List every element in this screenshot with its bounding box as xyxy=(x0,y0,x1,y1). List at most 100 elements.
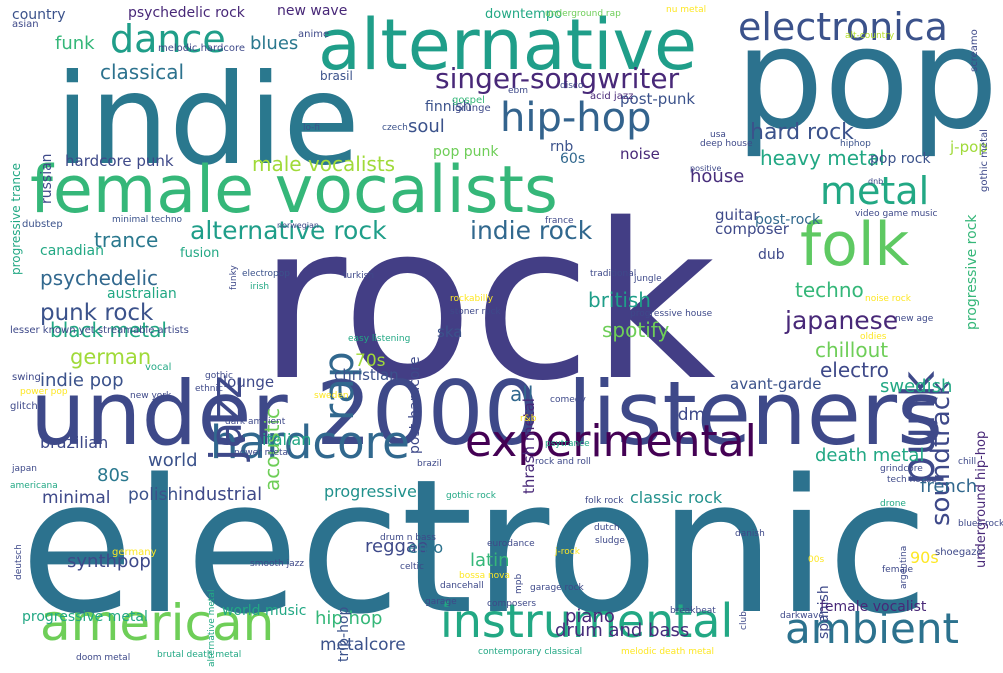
tag-word: alternative rock xyxy=(190,216,387,245)
tag-word: anime xyxy=(298,29,330,40)
tag-word: drone xyxy=(880,499,906,509)
tag-word: acid jazz xyxy=(590,91,634,102)
tag-word: minimal xyxy=(42,488,111,508)
tag-word: dance xyxy=(110,17,226,61)
tag-word: garage xyxy=(425,597,457,607)
tag-word: sludge xyxy=(595,536,625,546)
tag-word: pop xyxy=(735,0,999,161)
tag-word: rockabilly xyxy=(450,294,494,304)
tag-word: hard rock xyxy=(750,120,854,145)
tag-word: punk rock xyxy=(40,300,154,326)
tag-word: deep house xyxy=(700,139,753,149)
tag-word: folk xyxy=(800,210,910,280)
tag-word: russian xyxy=(39,153,55,204)
tag-word: dancehall xyxy=(440,581,484,591)
tag-word: under 2000 listeners xyxy=(30,362,943,465)
tag-word: death metal xyxy=(815,445,925,466)
tag-word: brasil xyxy=(320,69,353,83)
tag-word: drum and bass xyxy=(555,620,690,641)
tag-word: new york xyxy=(130,391,172,401)
tag-word: dnb xyxy=(868,177,884,186)
tag-word: club xyxy=(739,611,749,630)
tag-word: czech xyxy=(382,123,408,133)
tag-word: post-hardcore xyxy=(407,356,423,454)
tag-word: alt-country xyxy=(845,31,895,41)
tag-word: experimental xyxy=(465,416,757,467)
tag-word: oldies xyxy=(860,332,887,342)
tag-word: funky xyxy=(229,265,239,290)
tag-word: deutsch xyxy=(14,544,24,580)
tag-word: 00s xyxy=(808,555,825,565)
tag-word: progressive house xyxy=(630,309,713,319)
tag-word: soundtrack xyxy=(926,380,956,526)
tag-word: piano xyxy=(565,606,615,627)
tag-word: all xyxy=(510,382,534,406)
tag-word: garage rock xyxy=(530,583,584,593)
tag-word: trance xyxy=(94,228,159,252)
tag-word: psychedelic xyxy=(40,266,159,290)
tag-word: usa xyxy=(710,130,726,140)
tag-word: rock and roll xyxy=(535,457,591,467)
tag-word: breakbeat xyxy=(670,606,716,616)
tag-word: alternative xyxy=(318,4,698,86)
tag-word: positive xyxy=(690,164,722,173)
tag-word: trip-hop xyxy=(336,606,352,662)
tag-word: traditional xyxy=(590,269,637,279)
tag-word: france xyxy=(545,216,574,226)
tag-word: dutch xyxy=(594,523,620,533)
tag-word: brazilian xyxy=(40,433,109,452)
tag-word: finnish xyxy=(425,99,472,115)
tag-word: funk xyxy=(55,33,95,54)
tag-word: female vocalists xyxy=(30,153,558,228)
tag-word: noise rock xyxy=(865,294,911,304)
tag-word: progressive xyxy=(324,482,417,501)
tag-word: underground rap xyxy=(545,9,621,19)
tag-word: video game music xyxy=(855,209,938,219)
tag-word: composer xyxy=(715,220,789,238)
tag-word: world music xyxy=(222,603,307,619)
tag-word: rock xyxy=(258,177,716,428)
tag-word: irish xyxy=(250,282,270,292)
tag-word: japan xyxy=(12,464,37,474)
tag-word: dub xyxy=(758,247,785,263)
tag-word: glitch xyxy=(10,401,38,412)
tag-word: contemporary classical xyxy=(478,647,583,657)
tag-word: hardcore xyxy=(210,416,410,469)
tag-word: lesser known yet streamable artists xyxy=(10,325,189,336)
tag-word: latin xyxy=(470,550,510,571)
tag-word: americana xyxy=(10,481,58,491)
tag-word: world xyxy=(148,450,198,471)
tag-word: germany xyxy=(112,547,157,558)
tag-word: techno xyxy=(795,278,864,302)
tag-word: grindcore xyxy=(880,464,923,474)
tag-word: brazil xyxy=(417,459,442,469)
tag-word: ebm xyxy=(508,86,529,96)
tag-word: downtempo xyxy=(485,7,563,22)
tag-word: doom metal xyxy=(76,653,131,663)
tag-word: mpb xyxy=(514,573,524,594)
tag-word: progressive rock xyxy=(964,214,980,331)
tag-word: indie xyxy=(55,48,360,193)
tag-word: tech house xyxy=(887,475,937,485)
tag-word: classical xyxy=(100,60,185,84)
tag-word: swedish xyxy=(880,376,953,397)
tag-word: post-punk xyxy=(620,90,696,108)
tag-word: house xyxy=(690,166,745,187)
tag-word: pop rock xyxy=(870,151,931,167)
tag-word: melodic hardcore xyxy=(158,43,246,54)
tag-word: country xyxy=(12,7,66,23)
tag-word: brutal death metal xyxy=(157,650,242,660)
tag-word: electronic xyxy=(20,439,929,655)
tag-word: japanese xyxy=(785,306,899,335)
tag-word: metal xyxy=(820,169,930,213)
tag-word: pop punk xyxy=(433,144,499,160)
tag-word: eurodance xyxy=(487,539,535,549)
tag-word: noise xyxy=(620,145,660,163)
tag-word: sweden xyxy=(314,391,349,401)
tag-word: 80s xyxy=(97,465,130,486)
tag-word: psychedelic rock xyxy=(128,5,245,21)
tag-word: spotify xyxy=(602,318,670,342)
tag-word: emo xyxy=(408,538,444,557)
tag-word: progressive metal xyxy=(22,609,148,625)
tag-word: comedy xyxy=(550,395,586,405)
